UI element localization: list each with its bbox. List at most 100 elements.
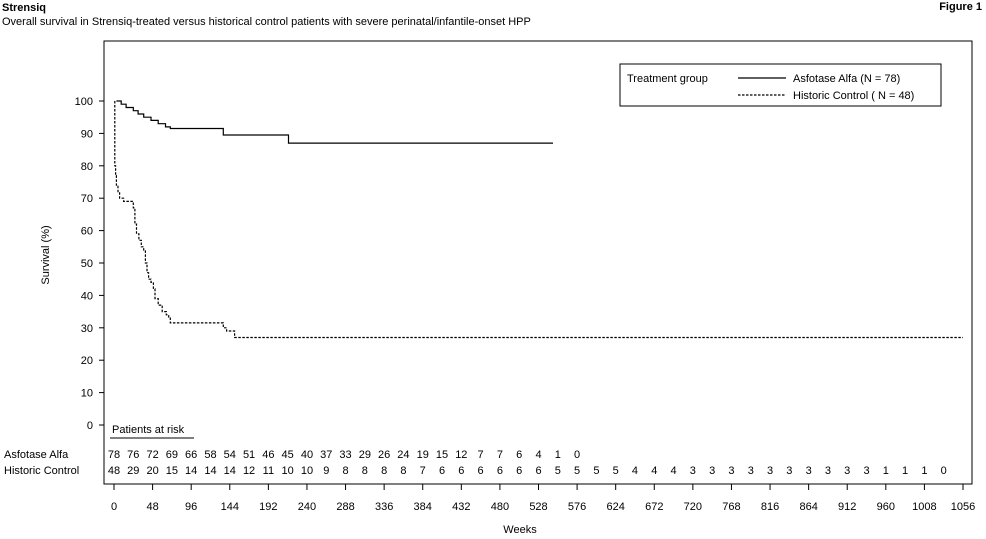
risk-value-historic: 8 (342, 465, 348, 477)
risk-value-asfotase: 26 (378, 449, 390, 461)
risk-value-asfotase: 37 (320, 449, 332, 461)
x-tick-label: 864 (799, 501, 817, 513)
risk-value-asfotase: 69 (166, 449, 178, 461)
x-tick-label: 0 (111, 501, 117, 513)
risk-value-historic: 3 (748, 465, 754, 477)
risk-value-historic: 8 (400, 465, 406, 477)
risk-value-asfotase: 45 (282, 449, 294, 461)
risk-value-historic: 5 (555, 465, 561, 477)
risk-value-historic: 3 (690, 465, 696, 477)
x-tick-label: 144 (221, 501, 239, 513)
x-tick-label: 816 (761, 501, 779, 513)
risk-value-historic: 8 (381, 465, 387, 477)
series-line-historic (114, 101, 963, 339)
risk-value-historic: 9 (323, 465, 329, 477)
risk-value-historic: 4 (651, 465, 657, 477)
legend-title: Treatment group (627, 73, 708, 85)
figure-subtitle: Overall survival in Strensiq-treated ver… (2, 16, 531, 28)
risk-value-historic: 12 (243, 465, 255, 477)
x-tick-label: 288 (336, 501, 354, 513)
x-tick-label: 768 (722, 501, 740, 513)
y-tick-label: 20 (81, 355, 93, 367)
x-tick-label: 624 (607, 501, 625, 513)
x-tick-label: 384 (414, 501, 432, 513)
risk-value-historic: 3 (825, 465, 831, 477)
y-tick-label: 0 (87, 420, 93, 432)
risk-value-historic: 29 (127, 465, 139, 477)
risk-value-historic: 6 (497, 465, 503, 477)
legend-box (619, 63, 942, 107)
risk-value-historic: 6 (439, 465, 445, 477)
brand-label: Strensiq (2, 2, 47, 14)
risk-value-historic: 3 (728, 465, 734, 477)
y-tick-label: 100 (75, 96, 93, 108)
risk-value-asfotase: 7 (497, 449, 503, 461)
y-tick-label: 50 (81, 258, 93, 270)
risk-value-historic: 15 (166, 465, 178, 477)
risk-value-historic: 1 (921, 465, 927, 477)
risk-value-historic: 3 (786, 465, 792, 477)
risk-row-label-asfotase: Asfotase Alfa (4, 449, 69, 461)
x-tick-label: 192 (259, 501, 277, 513)
risk-value-asfotase: 76 (127, 449, 139, 461)
risk-value-asfotase: 66 (185, 449, 197, 461)
x-tick-label: 960 (877, 501, 895, 513)
risk-value-asfotase: 51 (243, 449, 255, 461)
risk-value-historic: 4 (671, 465, 677, 477)
y-axis-label: Survival (%) (40, 225, 52, 284)
risk-value-historic: 0 (941, 465, 947, 477)
risk-value-asfotase: 19 (417, 449, 429, 461)
risk-value-historic: 3 (806, 465, 812, 477)
risk-value-asfotase: 1 (555, 449, 561, 461)
y-tick-label: 10 (81, 388, 93, 400)
risk-value-asfotase: 72 (146, 449, 158, 461)
y-tick-label: 80 (81, 161, 93, 173)
risk-value-asfotase: 33 (339, 449, 351, 461)
risk-value-historic: 4 (632, 465, 638, 477)
risk-value-asfotase: 46 (262, 449, 274, 461)
y-tick-label: 90 (81, 128, 93, 140)
risk-value-historic: 14 (224, 465, 236, 477)
x-tick-label: 528 (529, 501, 547, 513)
risk-value-asfotase: 54 (224, 449, 236, 461)
risk-value-asfotase: 29 (359, 449, 371, 461)
plot-frame (103, 40, 973, 485)
x-tick-label: 240 (298, 501, 316, 513)
risk-value-asfotase: 24 (397, 449, 409, 461)
risk-value-historic: 5 (574, 465, 580, 477)
risk-value-historic: 3 (709, 465, 715, 477)
risk-value-historic: 3 (767, 465, 773, 477)
y-tick-label: 60 (81, 226, 93, 238)
risk-value-historic: 10 (282, 465, 294, 477)
series-line-asfotase (116, 100, 553, 144)
risk-value-asfotase: 15 (436, 449, 448, 461)
risk-value-historic: 3 (863, 465, 869, 477)
x-tick-label: 432 (452, 501, 470, 513)
x-tick-label: 912 (838, 501, 856, 513)
x-tick-label: 1056 (951, 501, 975, 513)
x-tick-label: 672 (645, 501, 663, 513)
x-tick-label: 96 (185, 501, 197, 513)
risk-value-historic: 1 (883, 465, 889, 477)
figure-number-label: Figure 1 (939, 1, 982, 13)
x-tick-label: 336 (375, 501, 393, 513)
legend-entry-historic: Historic Control ( N = 48) (793, 90, 914, 102)
risk-value-historic: 20 (146, 465, 158, 477)
risk-value-asfotase: 78 (108, 449, 120, 461)
risk-value-historic: 14 (204, 465, 216, 477)
risk-value-historic: 5 (593, 465, 599, 477)
legend-entry-asfotase: Asfotase Alfa (N = 78) (793, 73, 900, 85)
x-tick-label: 1008 (912, 501, 936, 513)
risk-value-historic: 6 (535, 465, 541, 477)
risk-value-historic: 14 (185, 465, 197, 477)
risk-value-asfotase: 4 (535, 449, 541, 461)
risk-value-historic: 3 (844, 465, 850, 477)
risk-value-asfotase: 6 (516, 449, 522, 461)
x-tick-label: 480 (491, 501, 509, 513)
risk-value-asfotase: 0 (574, 449, 580, 461)
x-tick-label: 576 (568, 501, 586, 513)
risk-value-historic: 11 (263, 465, 274, 477)
x-tick-label: 48 (146, 501, 158, 513)
risk-value-asfotase: 40 (301, 449, 313, 461)
